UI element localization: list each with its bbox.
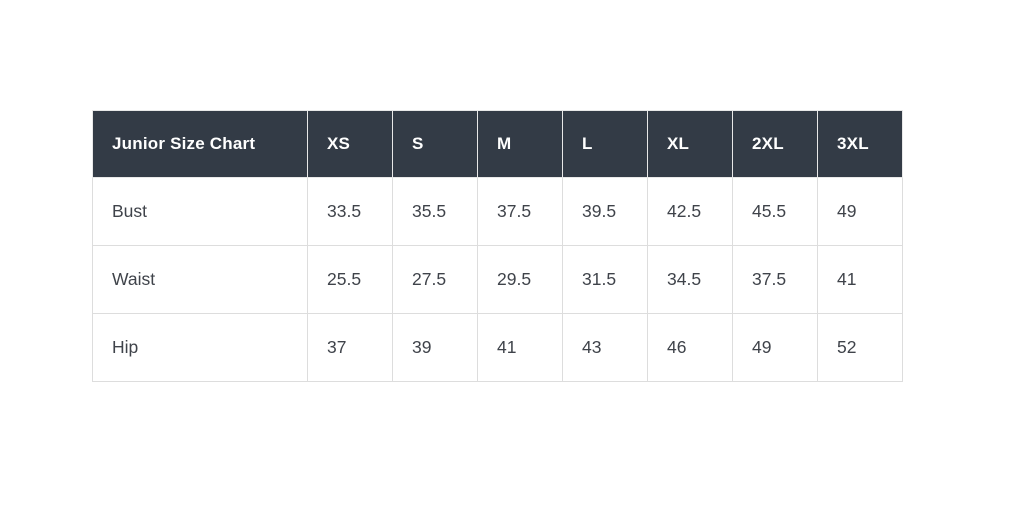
cell-waist-m: 29.5: [477, 245, 563, 314]
table-title-cell: Junior Size Chart: [92, 110, 308, 178]
cell-bust-2xl: 45.5: [732, 177, 818, 246]
cell-hip-2xl: 49: [732, 313, 818, 382]
cell-hip-m: 41: [477, 313, 563, 382]
cell-hip-xl: 46: [647, 313, 733, 382]
cell-hip-xs: 37: [307, 313, 393, 382]
cell-hip-s: 39: [392, 313, 478, 382]
cell-waist-2xl: 37.5: [732, 245, 818, 314]
cell-bust-xs: 33.5: [307, 177, 393, 246]
cell-waist-xl: 34.5: [647, 245, 733, 314]
header-row: Junior Size Chart XS S M L XL 2XL 3XL: [92, 110, 903, 178]
cell-waist-l: 31.5: [562, 245, 648, 314]
header-cell-xs: XS: [307, 110, 393, 178]
header-cell-s: S: [392, 110, 478, 178]
header-cell-2xl: 2XL: [732, 110, 818, 178]
cell-waist-xs: 25.5: [307, 245, 393, 314]
junior-size-chart-table: Junior Size Chart XS S M L XL 2XL 3XL Bu…: [92, 110, 903, 382]
cell-waist-3xl: 41: [817, 245, 903, 314]
header-cell-3xl: 3XL: [817, 110, 903, 178]
cell-hip-l: 43: [562, 313, 648, 382]
row-label-bust: Bust: [92, 177, 308, 246]
table-row-bust: Bust 33.5 35.5 37.5 39.5 42.5 45.5 49: [92, 177, 903, 246]
cell-bust-3xl: 49: [817, 177, 903, 246]
table-row-waist: Waist 25.5 27.5 29.5 31.5 34.5 37.5 41: [92, 245, 903, 314]
row-label-waist: Waist: [92, 245, 308, 314]
header-cell-l: L: [562, 110, 648, 178]
header-cell-m: M: [477, 110, 563, 178]
cell-waist-s: 27.5: [392, 245, 478, 314]
row-label-hip: Hip: [92, 313, 308, 382]
header-cell-xl: XL: [647, 110, 733, 178]
cell-bust-xl: 42.5: [647, 177, 733, 246]
cell-hip-3xl: 52: [817, 313, 903, 382]
table-row-hip: Hip 37 39 41 43 46 49 52: [92, 313, 903, 382]
cell-bust-m: 37.5: [477, 177, 563, 246]
cell-bust-l: 39.5: [562, 177, 648, 246]
cell-bust-s: 35.5: [392, 177, 478, 246]
